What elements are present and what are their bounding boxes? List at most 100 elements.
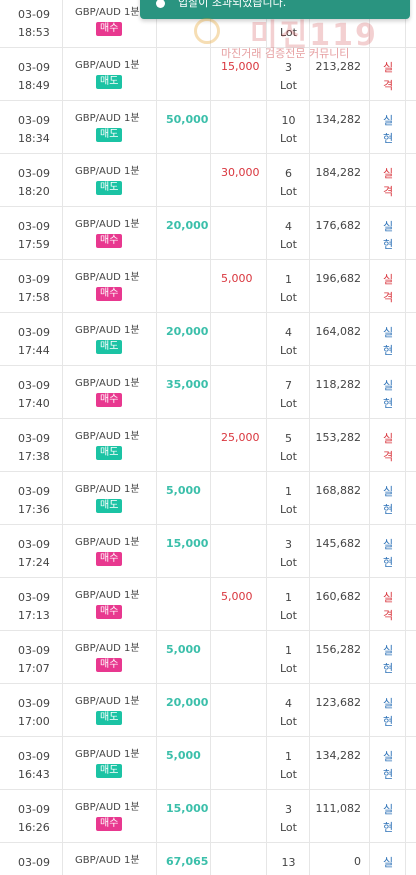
- symbol-label: GBP/AUD 1분: [75, 272, 140, 283]
- result-cell: 실현: [370, 101, 406, 153]
- table-row[interactable]: 03-09 18:49 GBP/AUD 1분 매도 15,000 3 Lot 213,282 실…: [0, 48, 416, 101]
- notification-toast[interactable]: 입찰이 초과되었습니다.: [140, 0, 410, 19]
- trade-date: 03-09: [18, 220, 50, 233]
- balance-value: 160,682: [315, 590, 362, 603]
- scroll-edge: [406, 419, 416, 471]
- table-row[interactable]: 03-09 17:59 GBP/AUD 1분 매수 20,000 4 Lot 176,682 실…: [0, 207, 416, 260]
- symbol-label: GBP/AUD 1분: [75, 643, 140, 654]
- trade-date: 03-09: [18, 750, 50, 763]
- profit-value: 35,000: [166, 378, 209, 391]
- table-row[interactable]: 03-09 16:26 GBP/AUD 1분 매수 15,000 3 Lot 111,082 실…: [0, 790, 416, 843]
- table-row[interactable]: 03-09 16:43 GBP/AUD 1분 매도 5,000 1 Lot 134,282 실현: [0, 737, 416, 790]
- trade-date: 03-09: [18, 167, 50, 180]
- symbol-cell: GBP/AUD 1분: [63, 843, 157, 875]
- loss-cell: 5,000: [211, 578, 267, 630]
- symbol-label: GBP/AUD 1분: [75, 325, 140, 336]
- balance-cell: 156,282: [310, 631, 370, 683]
- trade-time: 17:36: [18, 503, 50, 516]
- trade-time: 17:24: [18, 556, 50, 569]
- scroll-edge: [406, 366, 416, 418]
- toast-message: 입찰이 초과되었습니다.: [178, 0, 287, 9]
- loss-cell: [211, 737, 267, 789]
- trade-date: 03-09: [18, 432, 50, 445]
- side-badge: 매도: [96, 446, 123, 460]
- result-status: 실격: [383, 432, 394, 463]
- trade-date: 03-09: [18, 538, 50, 551]
- table-row[interactable]: 03-09 18:20 GBP/AUD 1분 매도 30,000 6 Lot 184,282 실…: [0, 154, 416, 207]
- result-cell: 실현: [370, 472, 406, 524]
- lot-size: 4 Lot: [267, 218, 310, 254]
- trade-datetime: 03-09 17:38: [18, 430, 50, 466]
- side-badge: 매수: [96, 234, 123, 248]
- lot-unit: Lot: [280, 79, 297, 92]
- symbol-label: GBP/AUD 1분: [75, 7, 140, 18]
- table-row[interactable]: 03-09 17:44 GBP/AUD 1분 매도 20,000 4 Lot 164,082 실…: [0, 313, 416, 366]
- table-row[interactable]: 03-09 17:40 GBP/AUD 1분 매수 35,000 7 Lot 118,282 실…: [0, 366, 416, 419]
- table-row[interactable]: 03-09 17:24 GBP/AUD 1분 매수 15,000 3 Lot 145,682 실…: [0, 525, 416, 578]
- symbol-label: GBP/AUD 1분: [75, 696, 140, 707]
- trade-datetime: 03-09 17:40: [18, 377, 50, 413]
- loss-cell: [211, 472, 267, 524]
- lot-value: 7: [285, 379, 292, 392]
- lot-value: 1: [285, 273, 292, 286]
- table-row[interactable]: 03-09 18:34 GBP/AUD 1분 매도 50,000 10 Lot 134,282…: [0, 101, 416, 154]
- profit-cell: 35,000: [157, 366, 211, 418]
- symbol-label: GBP/AUD 1분: [75, 590, 140, 601]
- table-row[interactable]: 03-09 17:07 GBP/AUD 1분 매수 5,000 1 Lot 156,282 실현: [0, 631, 416, 684]
- symbol-label: GBP/AUD 1분: [75, 113, 140, 124]
- lot-cell: 7 Lot: [267, 366, 310, 418]
- trade-time: 17:38: [18, 450, 50, 463]
- profit-cell: 15,000: [157, 790, 211, 842]
- time-cell: 03-09 17:40: [0, 366, 63, 418]
- info-icon: [156, 0, 165, 8]
- lot-size: 1 Lot: [267, 748, 310, 784]
- symbol-cell: GBP/AUD 1분 매도: [63, 154, 157, 206]
- result-cell: 실: [370, 843, 406, 875]
- side-badge: 매도: [96, 75, 123, 89]
- lot-value: 4: [285, 326, 292, 339]
- table-row[interactable]: 03-09 GBP/AUD 1분 67,065 13 0 실: [0, 843, 416, 875]
- balance-value: 184,282: [315, 166, 362, 179]
- time-cell: 03-09 17:24: [0, 525, 63, 577]
- profit-value: 50,000: [166, 113, 209, 126]
- result-status: 실현: [383, 114, 394, 145]
- balance-cell: 145,682: [310, 525, 370, 577]
- balance-cell: 153,282: [310, 419, 370, 471]
- loss-cell: 5,000: [211, 260, 267, 312]
- profit-value: 5,000: [166, 749, 201, 762]
- time-cell: 03-09 18:53: [0, 0, 63, 47]
- symbol-label: GBP/AUD 1분: [75, 431, 140, 442]
- balance-value: 123,682: [315, 696, 362, 709]
- lot-value: 1: [285, 750, 292, 763]
- lot-unit: Lot: [280, 291, 297, 304]
- lot-size: 7 Lot: [267, 377, 310, 413]
- lot-unit: Lot: [280, 715, 297, 728]
- table-row[interactable]: 03-09 17:36 GBP/AUD 1분 매도 5,000 1 Lot 168,882 실현: [0, 472, 416, 525]
- scroll-edge: [406, 578, 416, 630]
- result-status: 실현: [383, 538, 394, 569]
- result-cell: 실현: [370, 684, 406, 736]
- lot-unit: Lot: [280, 450, 297, 463]
- loss-cell: [211, 366, 267, 418]
- symbol-cell: GBP/AUD 1분 매도: [63, 48, 157, 100]
- result-status: 실격: [383, 591, 394, 622]
- lot-value: 13: [281, 856, 296, 869]
- lot-unit: Lot: [280, 26, 297, 39]
- lot-cell: 1 Lot: [267, 737, 310, 789]
- time-cell: 03-09 17:44: [0, 313, 63, 365]
- table-row[interactable]: 03-09 17:38 GBP/AUD 1분 매도 25,000 5 Lot 153,282 실…: [0, 419, 416, 472]
- balance-cell: 134,282: [310, 737, 370, 789]
- balance-value: 118,282: [315, 378, 362, 391]
- side-badge: 매수: [96, 658, 123, 672]
- balance-value: 213,282: [315, 60, 362, 73]
- profit-cell: [157, 0, 211, 47]
- table-row[interactable]: 03-09 17:13 GBP/AUD 1분 매수 5,000 1 Lot 160,682 실격: [0, 578, 416, 631]
- lot-value: 4: [285, 697, 292, 710]
- profit-cell: 20,000: [157, 684, 211, 736]
- table-row[interactable]: 03-09 17:58 GBP/AUD 1분 매수 5,000 1 Lot 196,682 실격: [0, 260, 416, 313]
- table-row[interactable]: 03-09 17:00 GBP/AUD 1분 매도 20,000 4 Lot 123,682 실…: [0, 684, 416, 737]
- result-status: 실격: [383, 61, 394, 92]
- trade-time: 18:53: [18, 26, 50, 39]
- side-badge: 매도: [96, 128, 123, 142]
